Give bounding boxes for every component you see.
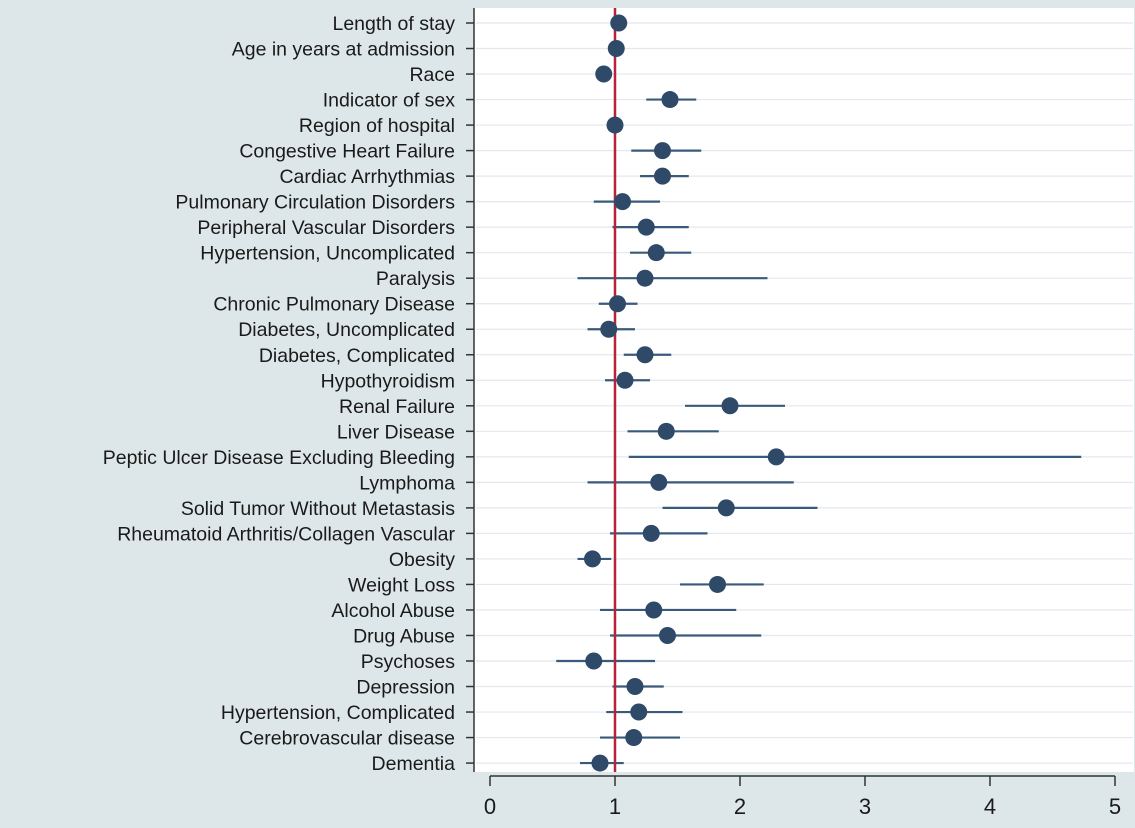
category-label: Weight Loss bbox=[348, 574, 455, 596]
category-label: Length of stay bbox=[332, 13, 455, 35]
plot-area bbox=[474, 8, 1134, 772]
point-estimate bbox=[625, 729, 643, 747]
point-estimates bbox=[584, 14, 785, 772]
point-estimate bbox=[654, 142, 671, 160]
point-estimate bbox=[636, 269, 654, 287]
point-estimate bbox=[609, 295, 626, 313]
category-label: Indicator of sex bbox=[323, 90, 455, 112]
category-label: Rheumatoid Arthritis/Collagen Vascular bbox=[117, 523, 455, 545]
category-label: Solid Tumor Without Metastasis bbox=[181, 498, 455, 520]
point-estimate bbox=[614, 193, 631, 211]
point-estimate bbox=[645, 601, 663, 619]
category-label: Diabetes, Uncomplicated bbox=[238, 319, 455, 341]
category-label: Peptic Ulcer Disease Excluding Bleeding bbox=[103, 447, 455, 469]
point-estimate bbox=[657, 422, 675, 440]
x-axis: 0 1 2 3 4 5 bbox=[484, 775, 1121, 819]
category-label: Obesity bbox=[389, 549, 455, 571]
category-label: Hypertension, Uncomplicated bbox=[200, 243, 455, 265]
category-label: Race bbox=[409, 64, 455, 86]
category-label: Cerebrovascular disease bbox=[239, 728, 455, 750]
category-label: Congestive Heart Failure bbox=[239, 141, 455, 163]
point-estimate bbox=[606, 116, 624, 134]
category-label: Age in years at admission bbox=[232, 39, 455, 61]
point-estimate bbox=[585, 652, 603, 670]
category-label: Region of hospital bbox=[299, 115, 455, 137]
point-estimate bbox=[636, 346, 654, 364]
category-label: Cardiac Arrhythmias bbox=[279, 166, 455, 188]
category-label: Hypothyroidism bbox=[321, 370, 455, 392]
y-axis-labels: Length of stay Age in years at admission R… bbox=[103, 13, 474, 775]
point-estimate bbox=[595, 65, 613, 83]
category-label: Depression bbox=[356, 677, 455, 699]
point-estimate bbox=[767, 448, 785, 466]
point-estimate bbox=[709, 575, 726, 593]
category-label: Drug Abuse bbox=[353, 625, 455, 647]
point-estimate bbox=[642, 524, 660, 542]
point-estimate bbox=[721, 397, 739, 415]
point-estimate bbox=[659, 626, 676, 644]
point-estimate bbox=[600, 320, 618, 338]
point-estimate bbox=[630, 703, 648, 721]
category-label: Chronic Pulmonary Disease bbox=[213, 294, 455, 316]
point-estimate bbox=[647, 244, 665, 262]
point-estimate bbox=[637, 218, 655, 236]
x-axis-ticks: 0 1 2 3 4 5 bbox=[484, 776, 1121, 819]
category-label: Diabetes, Complicated bbox=[259, 345, 455, 367]
point-estimate bbox=[616, 371, 634, 389]
x-tick-label: 1 bbox=[609, 794, 621, 819]
category-label: Pulmonary Circulation Disorders bbox=[175, 192, 455, 214]
category-label: Hypertension, Complicated bbox=[221, 702, 455, 724]
category-label: Lymphoma bbox=[359, 472, 455, 494]
y-axis: Length of stay Age in years at admission R… bbox=[103, 8, 475, 775]
point-estimate bbox=[610, 14, 628, 32]
point-estimate bbox=[591, 754, 609, 772]
point-estimate bbox=[607, 40, 625, 58]
x-tick-label: 0 bbox=[484, 794, 496, 819]
x-tick-label: 4 bbox=[984, 794, 996, 819]
category-label: Dementia bbox=[372, 753, 456, 775]
point-estimate bbox=[626, 678, 644, 696]
x-tick-label: 5 bbox=[1109, 794, 1121, 819]
x-tick-label: 2 bbox=[734, 794, 746, 819]
category-label: Psychoses bbox=[361, 651, 456, 673]
grid-lines bbox=[476, 22, 1133, 764]
category-label: Alcohol Abuse bbox=[331, 600, 455, 622]
category-label: Liver Disease bbox=[337, 421, 455, 443]
x-tick-label: 3 bbox=[859, 794, 871, 819]
category-label: Paralysis bbox=[376, 268, 455, 290]
point-estimate bbox=[717, 499, 735, 517]
point-estimate bbox=[584, 550, 601, 568]
category-label: Peripheral Vascular Disorders bbox=[197, 217, 455, 239]
point-estimate bbox=[650, 473, 668, 491]
category-label: Renal Failure bbox=[339, 396, 455, 418]
point-estimate bbox=[654, 167, 671, 185]
point-estimate bbox=[661, 91, 679, 109]
